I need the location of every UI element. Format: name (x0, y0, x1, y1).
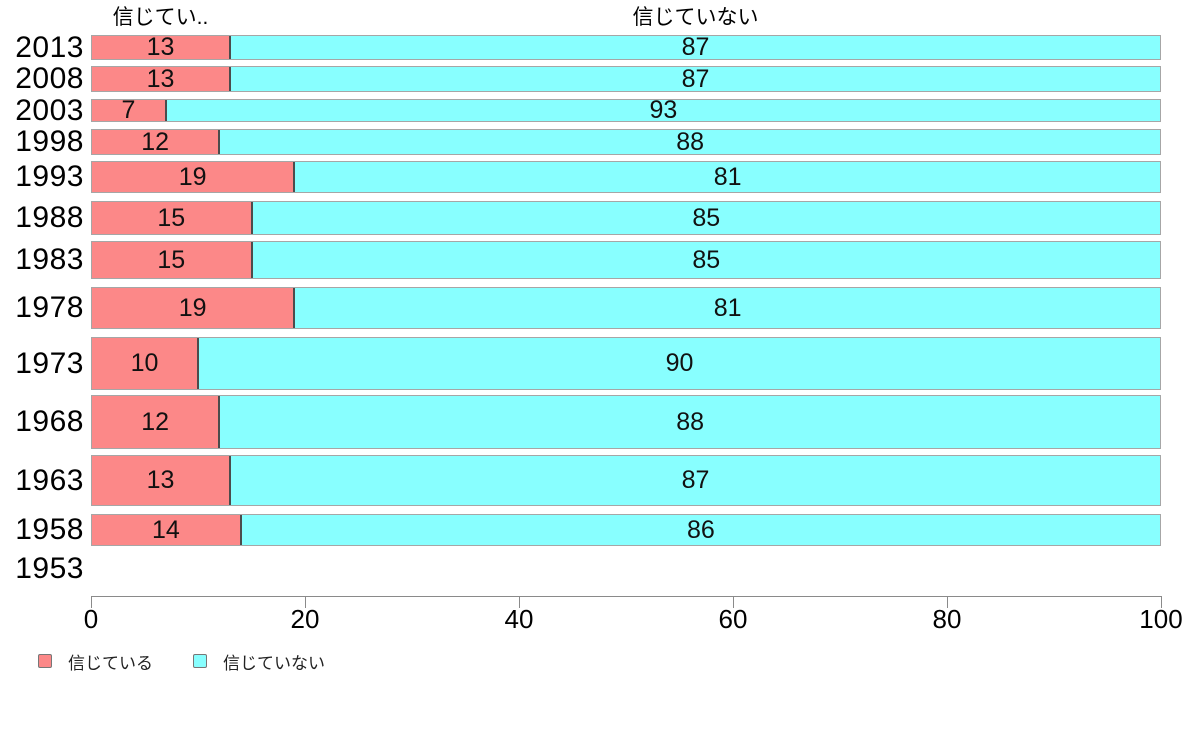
category-label-1978: 1978 (15, 291, 84, 324)
bar-row-2003: 7 93 (91, 99, 1161, 122)
x-axis-tick-100 (1161, 596, 1162, 608)
x-axis-tick-label-60: 60 (718, 604, 748, 634)
bar-segment-believe-2013: 13 (92, 36, 232, 59)
bar-row-1998: 12 88 (91, 129, 1161, 155)
bar-segment-not-believe-1998: 88 (220, 130, 1160, 154)
bar-row-1963: 13 87 (91, 455, 1161, 506)
x-axis-tick-20 (305, 596, 306, 608)
legend-item-believe: 信じている (38, 649, 153, 674)
category-label-1963: 1963 (15, 463, 84, 497)
bar-segment-believe-1968: 12 (92, 396, 221, 448)
bar-segment-believe-1958: 14 (92, 515, 242, 545)
bar-row-1968: 12 88 (91, 395, 1161, 449)
bar-segment-not-believe-1963: 87 (231, 456, 1160, 505)
legend: 信じている 信じていない (38, 646, 325, 676)
bar-segment-not-believe-1968: 88 (220, 396, 1160, 448)
x-axis-tick-label-40: 40 (504, 604, 534, 634)
bar-segment-not-believe-1958: 86 (241, 515, 1160, 545)
bar-segment-believe-2003: 7 (92, 100, 167, 121)
category-label-1988: 1988 (15, 201, 84, 234)
bar-segment-not-believe-2008: 87 (231, 67, 1160, 91)
legend-label-not-believe: 信じていない (223, 653, 325, 673)
bar-segment-believe-1963: 13 (92, 456, 232, 505)
bar-segment-not-believe-1973: 90 (199, 338, 1160, 389)
bar-row-1978: 19 81 (91, 287, 1161, 329)
legend-label-believe: 信じている (68, 653, 153, 673)
bar-segment-not-believe-1988: 85 (252, 202, 1160, 234)
bar-segment-believe-1978: 19 (92, 288, 296, 328)
x-axis-tick-80 (947, 596, 948, 608)
x-axis-tick-label-0: 0 (83, 604, 99, 634)
x-axis-tick-label-100: 100 (1139, 604, 1183, 634)
category-label-1993: 1993 (15, 160, 84, 193)
bar-segment-believe-1993: 19 (92, 162, 296, 192)
bar-segment-believe-1983: 15 (92, 242, 253, 278)
bar-row-1993: 19 81 (91, 161, 1161, 193)
x-axis-tick-label-20: 20 (290, 604, 320, 634)
bar-row-1983: 15 85 (91, 241, 1161, 279)
bar-row-2013: 13 87 (91, 35, 1161, 60)
x-axis-tick-60 (733, 596, 734, 608)
category-label-1973: 1973 (15, 346, 84, 380)
column-header-not-believe: 信じていない (632, 6, 759, 29)
category-label-1998: 1998 (15, 125, 84, 158)
bar-row-1958: 14 86 (91, 514, 1161, 546)
bar-segment-not-believe-2013: 87 (231, 36, 1160, 59)
x-axis-tick-0 (91, 596, 92, 608)
bar-segment-believe-1988: 15 (92, 202, 253, 234)
bar-segment-not-believe-1978: 81 (295, 288, 1160, 328)
bar-segment-not-believe-1993: 81 (295, 162, 1160, 192)
category-label-2003: 2003 (15, 93, 84, 127)
bar-segment-believe-1973: 10 (92, 338, 199, 389)
x-axis-tick-40 (519, 596, 520, 608)
category-label-2008: 2008 (15, 62, 84, 95)
category-label-1958: 1958 (15, 513, 84, 546)
bar-row-2008: 13 87 (91, 66, 1161, 92)
legend-item-not-believe: 信じていない (193, 649, 325, 674)
category-label-1968: 1968 (15, 405, 84, 438)
legend-swatch-not-believe-icon (193, 654, 207, 668)
bar-segment-not-believe-2003: 93 (166, 100, 1160, 121)
legend-swatch-believe-icon (38, 654, 52, 668)
category-label-2013: 2013 (15, 30, 84, 64)
bar-segment-believe-2008: 13 (92, 67, 232, 91)
bar-row-1988: 15 85 (91, 201, 1161, 235)
x-axis-line (91, 596, 1162, 597)
category-label-1953: 1953 (15, 552, 84, 585)
bar-segment-believe-1998: 12 (92, 130, 221, 154)
bar-row-1973: 10 90 (91, 337, 1161, 390)
category-label-1983: 1983 (15, 243, 84, 276)
x-axis-tick-label-80: 80 (932, 604, 962, 634)
bar-segment-not-believe-1983: 85 (252, 242, 1160, 278)
column-header-believe: 信じてい.. (112, 6, 209, 29)
